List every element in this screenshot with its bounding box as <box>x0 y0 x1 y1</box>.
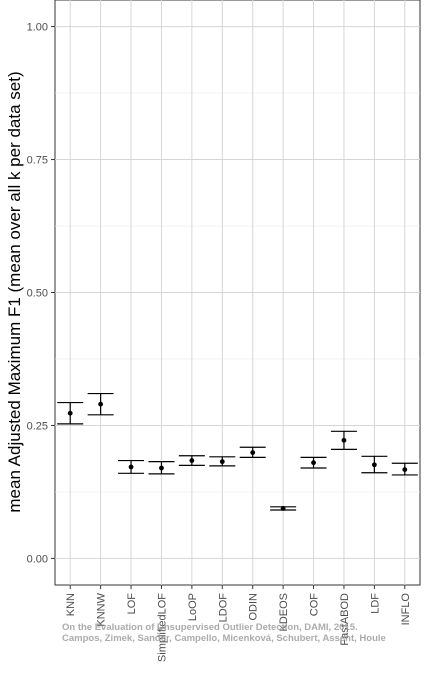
x-tick-label: LoOP <box>187 593 199 621</box>
x-tick-label: FastABOD <box>339 593 351 646</box>
mean-point <box>128 464 134 470</box>
x-tick-label: ODIN <box>248 593 260 621</box>
mean-point <box>371 462 377 468</box>
watermark-line-2: Campos, Zimek, Sander, Campello, Micenko… <box>62 633 386 644</box>
mean-point <box>98 401 104 407</box>
x-tick-label: KNNW <box>96 592 108 626</box>
grid <box>55 0 420 585</box>
y-tick-label: 0.00 <box>27 553 48 565</box>
axes: 0.00 0.25 0.50 0.75 1.00 KNN KNNW LOF Simplified… <box>27 22 412 662</box>
mean-point <box>311 460 316 466</box>
x-tick-label: KNN <box>65 593 77 616</box>
y-tick-label: 0.75 <box>27 155 48 167</box>
mean-point <box>250 450 256 455</box>
x-tick-label: SimplifiedLOF <box>156 593 168 662</box>
mean-point <box>189 458 195 463</box>
marks <box>57 392 418 511</box>
mean-point <box>67 410 73 416</box>
x-tick-label: COF <box>309 593 321 617</box>
y-tick-label: 0.25 <box>27 420 48 432</box>
x-tick-label: KDEOS <box>278 593 290 632</box>
x-tick-label: LDOF <box>217 593 229 623</box>
mean-point <box>280 506 286 511</box>
y-axis-label: mean Adjusted Maximum F1 (mean over all … <box>5 71 24 512</box>
x-tick-label: INFLO <box>400 593 412 626</box>
mean-point <box>159 465 164 471</box>
mean-point <box>341 437 347 443</box>
x-tick-label: LOF <box>126 593 138 615</box>
mean-point <box>402 467 408 472</box>
y-tick-label: 0.50 <box>27 288 48 300</box>
mean-point <box>219 459 225 465</box>
y-tick-label: 1.00 <box>27 22 48 34</box>
watermark-line-1: On the Evaluation of Unsupervised Outlie… <box>62 622 358 633</box>
x-tick-label: LDF <box>369 593 381 614</box>
